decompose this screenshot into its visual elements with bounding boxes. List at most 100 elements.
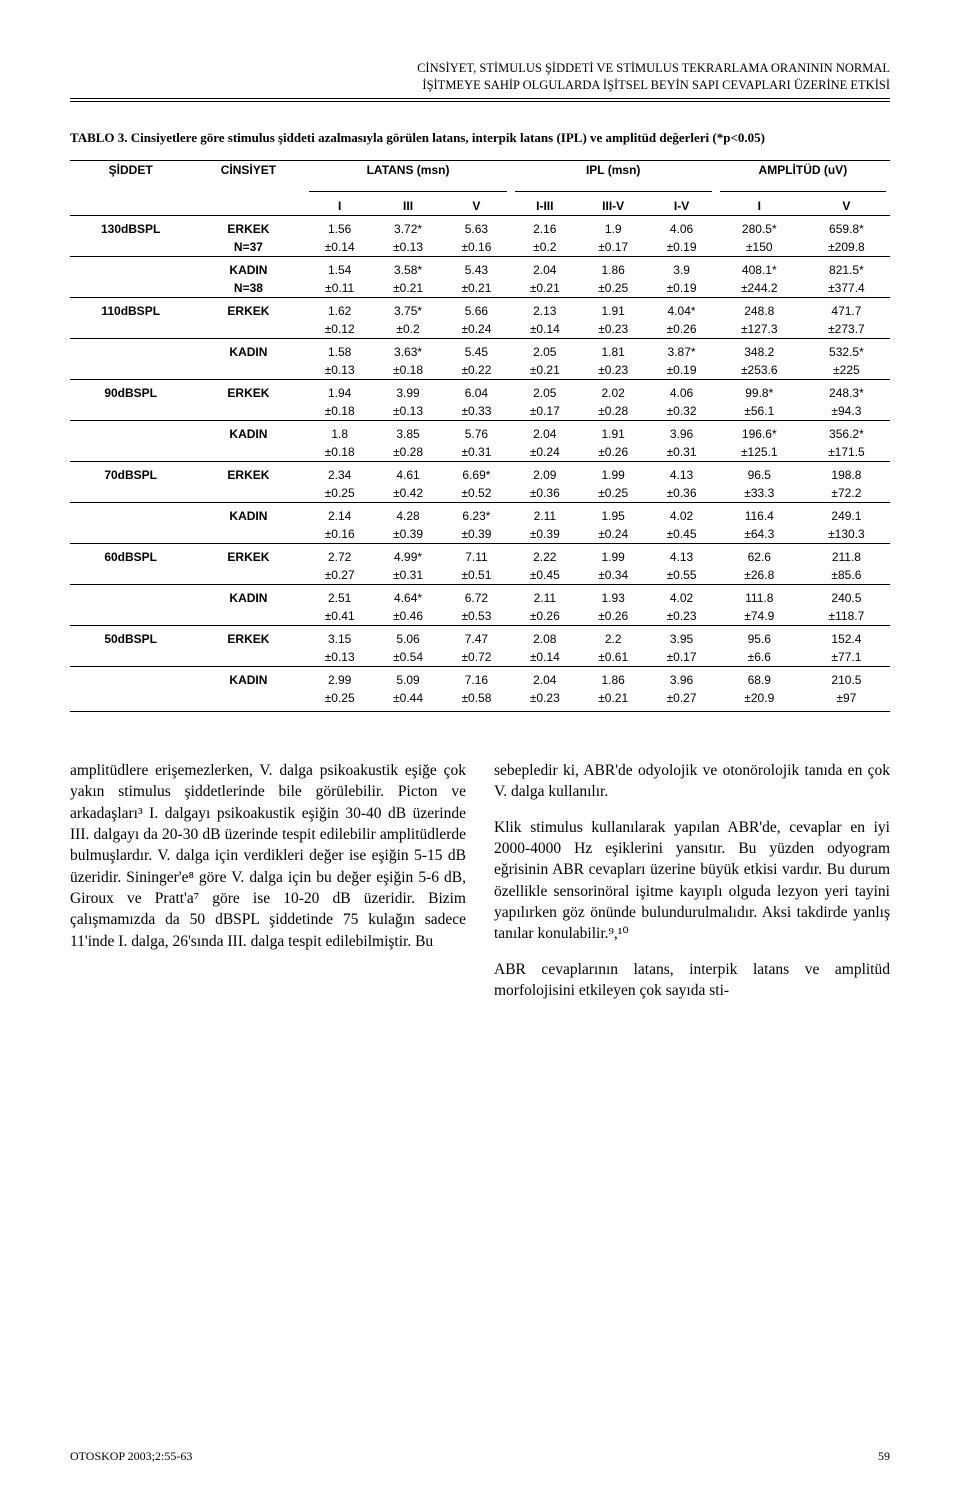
table-cell-err: ±0.21 — [442, 279, 510, 298]
table-cell-err: ±0.72 — [442, 648, 510, 667]
table-cell: 4.28 — [374, 502, 442, 525]
sub-III-V: III-V — [579, 197, 647, 216]
table-cell-err: ±0.31 — [442, 443, 510, 462]
table-cell: 2.11 — [511, 584, 579, 607]
table-head: ŞİDDET CİNSİYET LATANS (msn) IPL (msn) A… — [70, 160, 890, 215]
page-footer: OTOSKOP 2003;2:55-63 59 — [70, 1449, 890, 1464]
table-cell: 3.63* — [374, 338, 442, 361]
table-cell-err: ±0.26 — [511, 607, 579, 626]
row-n — [70, 689, 191, 712]
table-cell: 3.15 — [305, 625, 373, 648]
table-cell-err: ±0.33 — [442, 402, 510, 421]
table-cell-err: ±0.28 — [579, 402, 647, 421]
row-siddet: 70dBSPL — [70, 461, 191, 484]
table-cell: 532.5* — [803, 338, 890, 361]
table-cell-err: ±0.45 — [511, 566, 579, 585]
table-cell: 111.8 — [716, 584, 803, 607]
table-cell-err: ±0.36 — [647, 484, 715, 503]
table-cell: 5.09 — [374, 666, 442, 689]
row-cinsiyet: ERKEK — [191, 543, 305, 566]
row-n — [70, 607, 191, 626]
table-cell: 4.99* — [374, 543, 442, 566]
row-cinsiyet: KADIN — [191, 420, 305, 443]
row-n — [70, 525, 191, 544]
table-cell-err: ±0.41 — [305, 607, 373, 626]
table-cell: 210.5 — [803, 666, 890, 689]
table-cell-err: ±0.52 — [442, 484, 510, 503]
row-siddet — [70, 338, 191, 361]
table-cell: 248.3* — [803, 379, 890, 402]
table-cell-err: ±0.16 — [305, 525, 373, 544]
sub-I-III: I-III — [511, 197, 579, 216]
row-cinsiyet: KADIN — [191, 502, 305, 525]
table-cell: 62.6 — [716, 543, 803, 566]
table-cell-err: ±0.26 — [647, 320, 715, 339]
table-cell: 3.95 — [647, 625, 715, 648]
table-cell-err: ±171.5 — [803, 443, 890, 462]
row-n-label — [191, 566, 305, 585]
table-cell: 5.45 — [442, 338, 510, 361]
row-cinsiyet: ERKEK — [191, 297, 305, 320]
row-cinsiyet: ERKEK — [191, 379, 305, 402]
table-cell: 249.1 — [803, 502, 890, 525]
body-paragraph: ABR cevaplarının latans, interpik latans… — [494, 959, 890, 1002]
sub-I-V: I-V — [647, 197, 715, 216]
row-siddet — [70, 256, 191, 279]
table-cell: 4.64* — [374, 584, 442, 607]
row-n-label — [191, 320, 305, 339]
row-n — [70, 648, 191, 667]
table-cell-err: ±0.13 — [374, 402, 442, 421]
table-cell: 2.11 — [511, 502, 579, 525]
table-cell-err: ±0.42 — [374, 484, 442, 503]
table-cell: 96.5 — [716, 461, 803, 484]
table-cell: 2.34 — [305, 461, 373, 484]
table-cell-err: ±85.6 — [803, 566, 890, 585]
table-cell: 1.56 — [305, 215, 373, 238]
row-n — [70, 238, 191, 257]
table-cell-err: ±0.14 — [511, 320, 579, 339]
table-cell: 280.5* — [716, 215, 803, 238]
table-cell: 1.95 — [579, 502, 647, 525]
table-cell: 3.72* — [374, 215, 442, 238]
table-cell: 7.11 — [442, 543, 510, 566]
row-n-label — [191, 402, 305, 421]
row-cinsiyet: ERKEK — [191, 625, 305, 648]
table-cell-err: ±0.21 — [511, 279, 579, 298]
table-cell-err: ±0.55 — [647, 566, 715, 585]
table-cell-err: ±0.17 — [511, 402, 579, 421]
table-cell: 4.04* — [647, 297, 715, 320]
table-cell: 240.5 — [803, 584, 890, 607]
table-cell: 6.69* — [442, 461, 510, 484]
table-cell-err: ±72.2 — [803, 484, 890, 503]
table-cell: 6.04 — [442, 379, 510, 402]
table-cell: 68.9 — [716, 666, 803, 689]
row-cinsiyet: KADIN — [191, 338, 305, 361]
table-cell: 5.76 — [442, 420, 510, 443]
body-columns: amplitüdlere erişemezlerken, V. dalga ps… — [70, 760, 890, 1016]
table-cell-err: ±6.6 — [716, 648, 803, 667]
table-cell: 211.8 — [803, 543, 890, 566]
table-cell-err: ±0.28 — [374, 443, 442, 462]
table-cell-err: ±0.26 — [579, 443, 647, 462]
table-cell-err: ±0.25 — [579, 279, 647, 298]
table-cell-err: ±0.21 — [511, 361, 579, 380]
table-cell-err: ±0.25 — [305, 689, 373, 712]
table-cell-err: ±0.61 — [579, 648, 647, 667]
table-cell: 5.66 — [442, 297, 510, 320]
table-cell: 2.09 — [511, 461, 579, 484]
table-cell: 3.87* — [647, 338, 715, 361]
table-cell: 152.4 — [803, 625, 890, 648]
table-cell: 348.2 — [716, 338, 803, 361]
row-siddet — [70, 502, 191, 525]
table-cell: 7.47 — [442, 625, 510, 648]
table-cell: 2.04 — [511, 256, 579, 279]
table-cell: 2.14 — [305, 502, 373, 525]
footer-left: OTOSKOP 2003;2:55-63 — [70, 1449, 192, 1464]
table-cell: 4.02 — [647, 502, 715, 525]
table-cell-err: ±225 — [803, 361, 890, 380]
sub-I: I — [305, 197, 373, 216]
table-cell-err: ±0.23 — [579, 320, 647, 339]
row-siddet — [70, 584, 191, 607]
table-cell-err: ±0.17 — [647, 648, 715, 667]
table-cell: 4.61 — [374, 461, 442, 484]
